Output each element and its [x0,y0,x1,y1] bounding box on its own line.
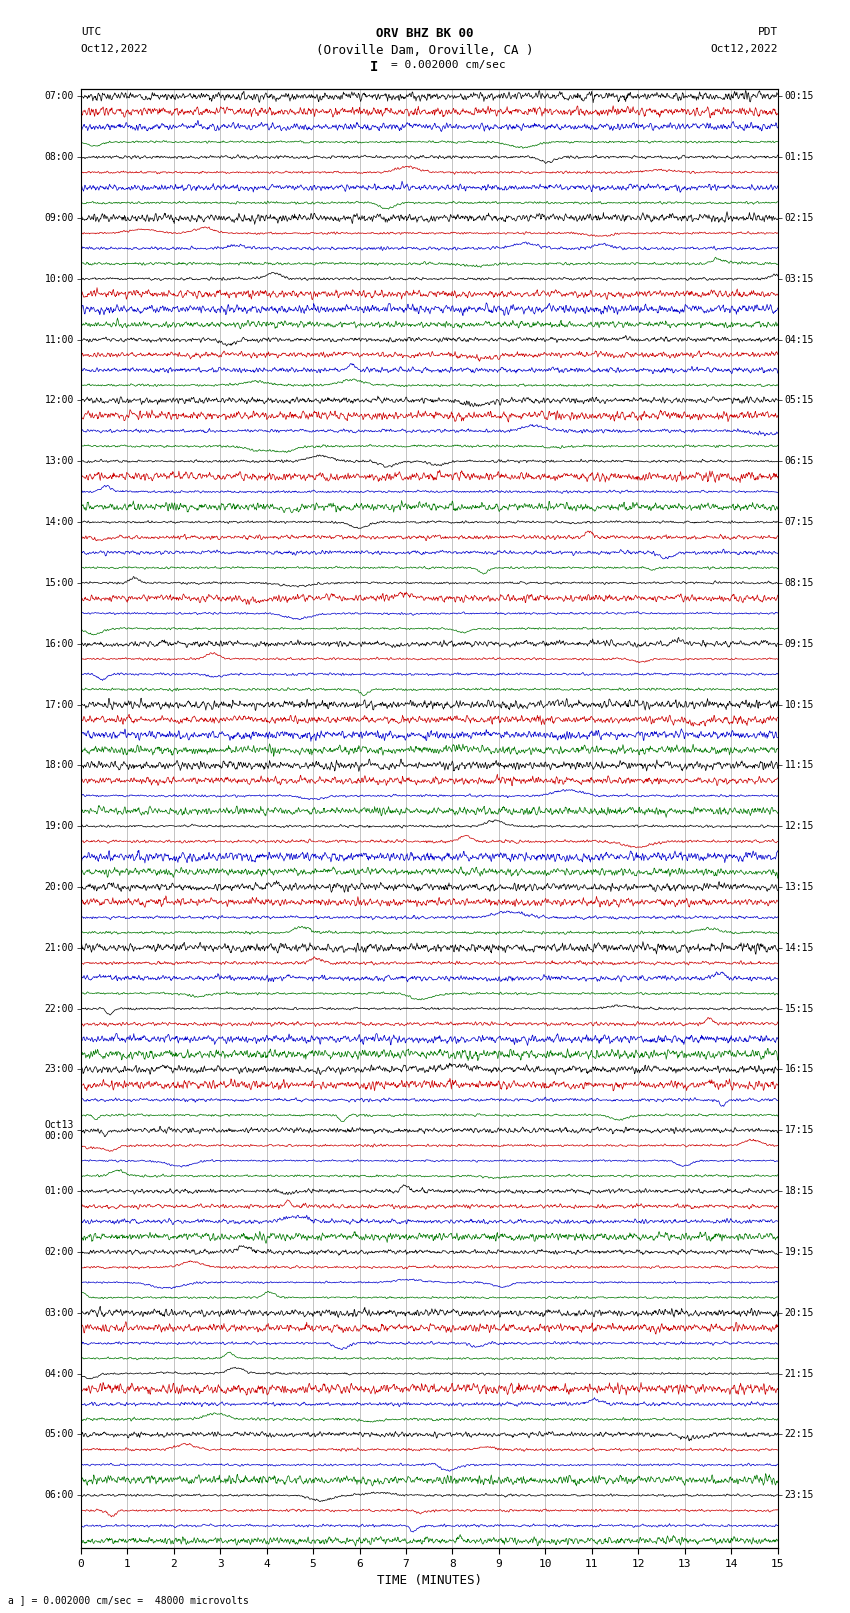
Text: ORV BHZ BK 00: ORV BHZ BK 00 [377,27,473,40]
Text: = 0.002000 cm/sec: = 0.002000 cm/sec [391,60,506,69]
Text: I: I [370,60,378,74]
X-axis label: TIME (MINUTES): TIME (MINUTES) [377,1574,482,1587]
Text: (Oroville Dam, Oroville, CA ): (Oroville Dam, Oroville, CA ) [316,44,534,56]
Text: a ] = 0.002000 cm/sec =  48000 microvolts: a ] = 0.002000 cm/sec = 48000 microvolts [8,1595,249,1605]
Text: Oct12,2022: Oct12,2022 [81,44,148,53]
Text: Oct12,2022: Oct12,2022 [711,44,778,53]
Text: UTC: UTC [81,27,101,37]
Text: PDT: PDT [757,27,778,37]
